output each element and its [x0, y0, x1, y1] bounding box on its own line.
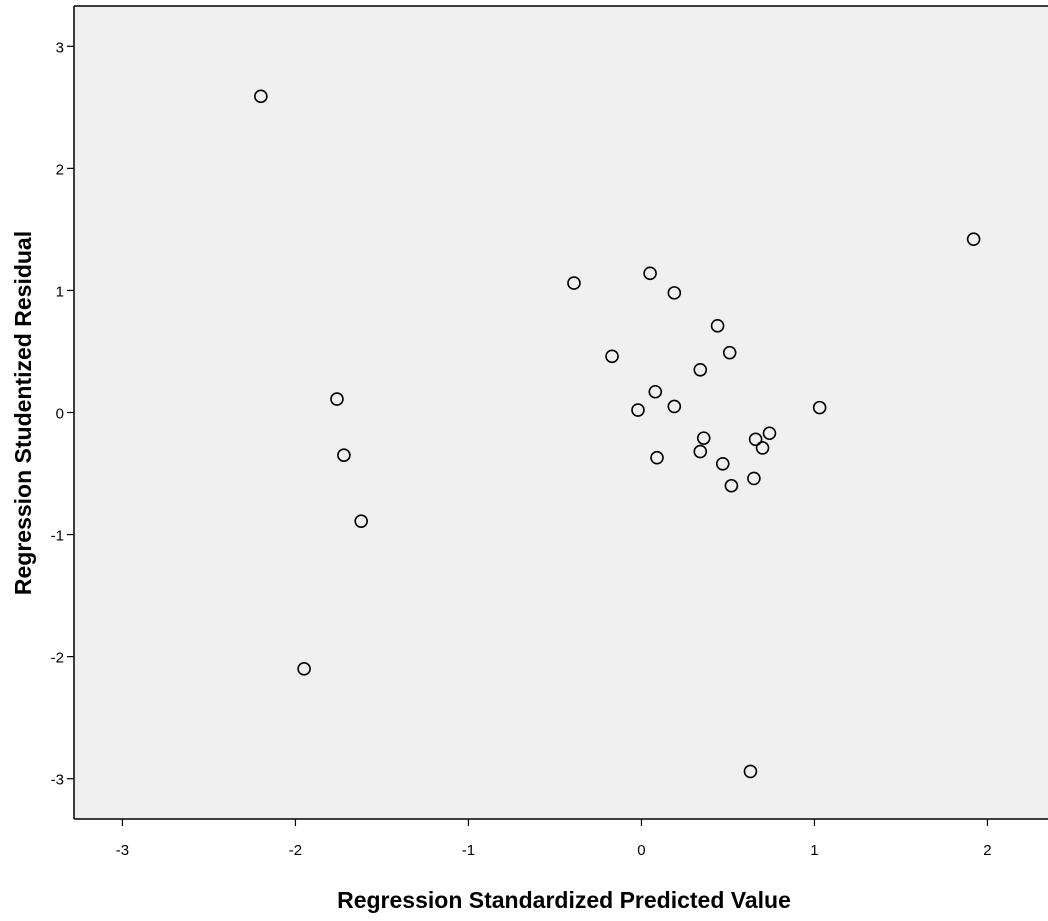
data-point [755, 441, 770, 455]
x-axis-ticks: -3 -2 -1 0 1 2 [116, 819, 992, 859]
y-tick-label: 1 [56, 283, 64, 300]
data-point [747, 471, 761, 486]
data-point [631, 403, 645, 417]
x-tick-label: 0 [637, 842, 645, 859]
data-point [567, 276, 581, 290]
data-point [337, 448, 351, 463]
data-point [743, 764, 758, 779]
data-point [667, 399, 682, 414]
data-point [812, 400, 827, 415]
data-point [710, 319, 725, 333]
data-point [715, 456, 730, 471]
data-points [254, 89, 981, 779]
data-point [693, 444, 708, 459]
data-point [643, 266, 657, 281]
y-axis-ticks: -3 -2 -1 0 1 2 3 [51, 39, 74, 789]
x-axis-title: Regression Standardized Predicted Value [337, 887, 791, 913]
x-tick-label: -3 [116, 842, 129, 859]
y-axis-title: Regression Studentized Residual [10, 231, 36, 595]
data-point [605, 349, 619, 364]
data-point [254, 89, 268, 104]
data-point [724, 478, 739, 493]
x-tick-label: 2 [983, 842, 991, 859]
x-tick-label: -2 [289, 842, 302, 859]
y-tick-label: -2 [51, 650, 64, 667]
y-tick-label: 3 [56, 39, 64, 56]
data-point [748, 432, 763, 447]
y-tick-label: 0 [56, 406, 64, 423]
data-point [650, 450, 664, 465]
data-point [762, 426, 777, 441]
y-tick-label: -3 [51, 772, 64, 789]
data-point [648, 384, 663, 399]
x-tick-label: -1 [462, 842, 475, 859]
plot-area [74, 6, 1048, 819]
data-point [722, 345, 737, 360]
y-tick-label: -1 [51, 528, 64, 545]
data-point [667, 286, 682, 300]
data-point [330, 392, 344, 406]
x-tick-label: 1 [810, 842, 818, 859]
data-point [966, 232, 981, 246]
data-point [696, 431, 711, 445]
data-point [693, 362, 708, 377]
data-point [354, 514, 368, 528]
y-tick-label: 2 [56, 161, 64, 178]
data-point [297, 662, 311, 676]
